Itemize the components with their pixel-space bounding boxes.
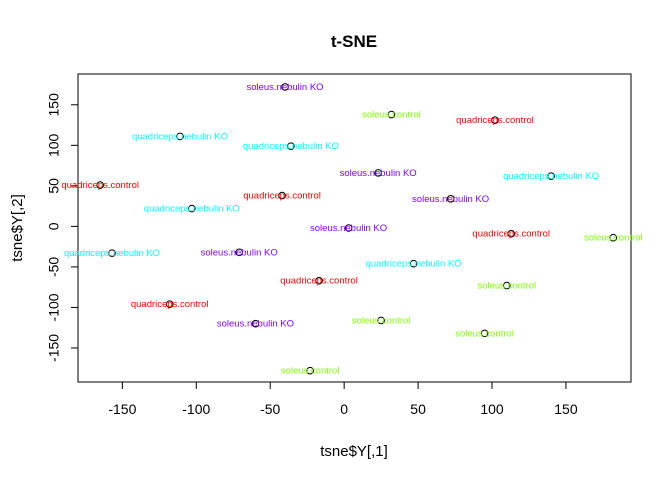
data-point-label: quadriceps.control bbox=[280, 276, 358, 287]
y-tick-label: 50 bbox=[46, 178, 62, 194]
data-point-label: quadriceps.control bbox=[61, 180, 139, 191]
data-point bbox=[387, 110, 396, 119]
data-point-label: soleus.nebulin KO bbox=[246, 82, 323, 93]
data-point bbox=[480, 329, 489, 338]
data-point bbox=[491, 116, 499, 124]
data-point bbox=[502, 281, 511, 290]
y-tick-label: 100 bbox=[46, 133, 62, 157]
x-tick-label: -50 bbox=[260, 401, 280, 417]
x-tick-label: 0 bbox=[340, 401, 348, 417]
data-point bbox=[374, 169, 382, 177]
data-point-label: quadriceps.control bbox=[131, 299, 209, 310]
data-point-label: soleus.nebulin KO bbox=[412, 194, 489, 205]
data-point-label: soleus.nebulin KO bbox=[217, 319, 294, 330]
y-tick-label: 150 bbox=[46, 93, 62, 117]
data-point bbox=[547, 172, 555, 180]
data-point bbox=[96, 181, 104, 189]
data-point-label: quadriceps.nebulin KO bbox=[503, 171, 599, 182]
data-point bbox=[609, 233, 618, 242]
point-layer: soleus.nebulin KO soleus.control quadricep… bbox=[61, 82, 642, 377]
data-point bbox=[108, 249, 116, 257]
data-point-label: quadriceps.nebulin KO bbox=[64, 248, 160, 259]
data-point bbox=[287, 142, 295, 150]
data-point bbox=[344, 224, 353, 232]
y-axis-label: tsne$Y[,2] bbox=[9, 194, 26, 262]
data-point-label: quadriceps.control bbox=[456, 115, 534, 126]
data-point-label: quadriceps.nebulin KO bbox=[243, 141, 339, 152]
y-tick-label: -100 bbox=[46, 293, 62, 321]
data-point bbox=[165, 300, 174, 308]
data-point bbox=[446, 195, 455, 203]
data-point bbox=[188, 204, 196, 213]
data-point bbox=[251, 319, 260, 328]
data-point bbox=[176, 132, 184, 141]
x-tick-label: 50 bbox=[410, 401, 426, 417]
data-point-label: soleus.control bbox=[352, 315, 411, 326]
x-axis-label: tsne$Y[,1] bbox=[320, 443, 388, 460]
chart-title: t-SNE bbox=[331, 32, 377, 51]
y-axis: -150 -100 -50 0 50 100 150 bbox=[46, 93, 79, 362]
data-point-label: soleus.nebulin KO bbox=[310, 223, 387, 234]
x-tick-label: 100 bbox=[480, 401, 504, 417]
data-point-label: soleus.control bbox=[584, 233, 643, 244]
data-point-label: quadriceps.control bbox=[243, 191, 321, 202]
data-point-label: soleus.control bbox=[455, 328, 514, 339]
x-tick-label: 150 bbox=[554, 401, 578, 417]
x-axis: -150 -100 -50 0 50 100 150 bbox=[108, 381, 578, 417]
data-point-label: soleus.nebulin KO bbox=[340, 168, 417, 179]
data-point-label: soleus.control bbox=[281, 366, 340, 377]
y-tick-label: 0 bbox=[46, 222, 62, 230]
y-tick-label: -50 bbox=[46, 257, 62, 277]
data-point-label: soleus.nebulin KO bbox=[201, 247, 278, 258]
data-point-label: soleus.control bbox=[362, 110, 421, 121]
data-point-label: quadriceps.nebulin KO bbox=[366, 259, 462, 270]
data-point bbox=[281, 83, 289, 91]
data-point bbox=[315, 276, 323, 285]
data-point bbox=[306, 366, 314, 375]
x-tick-label: -150 bbox=[108, 401, 136, 417]
data-point bbox=[235, 248, 243, 257]
data-point bbox=[377, 316, 385, 325]
data-point-label: quadriceps.nebulin KO bbox=[144, 204, 240, 215]
y-tick-label: -150 bbox=[46, 334, 62, 362]
data-point-label: quadriceps.control bbox=[472, 229, 550, 240]
data-point bbox=[409, 259, 418, 268]
data-point-label: quadriceps.nebulin KO bbox=[132, 131, 228, 142]
data-point bbox=[278, 191, 286, 200]
data-point bbox=[507, 229, 516, 238]
data-point-label: soleus.control bbox=[477, 281, 536, 292]
x-tick-label: -100 bbox=[182, 401, 210, 417]
